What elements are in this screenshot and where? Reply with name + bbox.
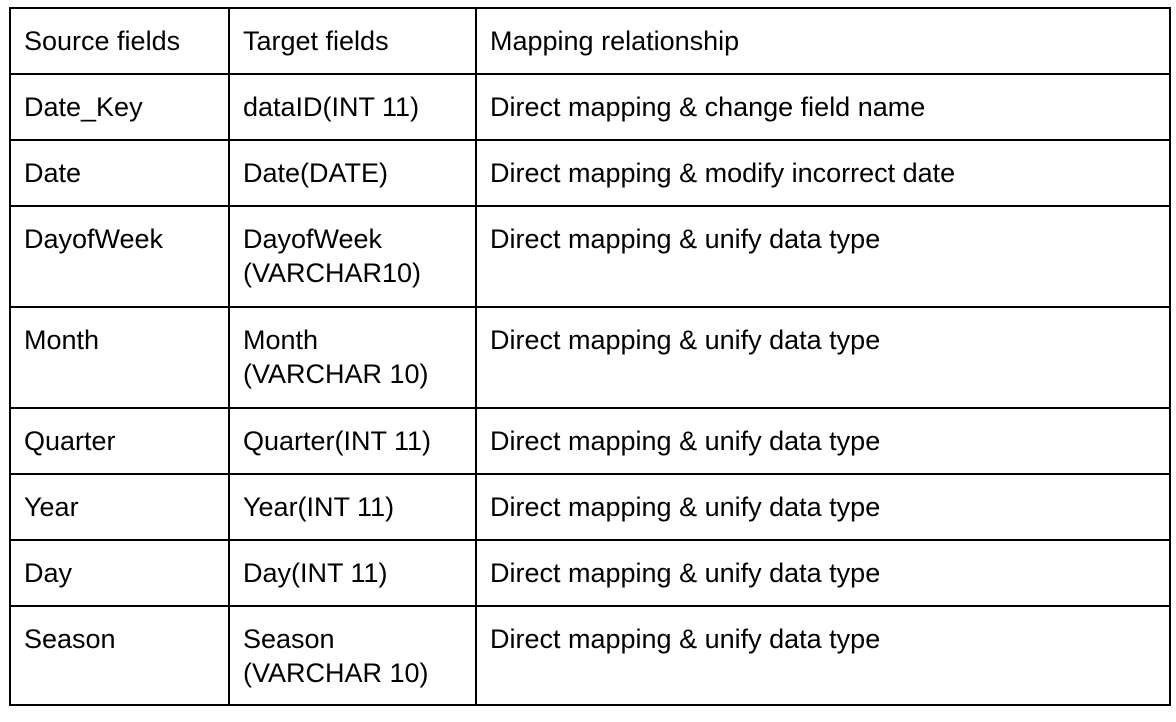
source-field-cell: Year [9,473,230,541]
table-row: Quarter Quarter(INT 11) Direct mapping &… [9,407,1171,475]
mapping-relationship-cell: Direct mapping & change field name [475,73,1171,141]
header-mapping-relationship: Mapping relationship [475,7,1171,75]
source-field-cell: Day [9,539,230,607]
mapping-relationship-cell: Direct mapping & unify data type [475,605,1171,706]
source-field-cell: Month [9,306,230,409]
target-field-cell: Quarter(INT 11) [228,407,477,475]
table-row: DayofWeek DayofWeek (VARCHAR10) Direct m… [9,205,1171,308]
target-field-cell: DayofWeek (VARCHAR10) [228,205,477,308]
source-field-cell: Date_Key [9,73,230,141]
table-row: Day Day(INT 11) Direct mapping & unify d… [9,539,1171,607]
table-row: Year Year(INT 11) Direct mapping & unify… [9,473,1171,541]
target-field-cell: Month (VARCHAR 10) [228,306,477,409]
table-row: Date_Key dataID(INT 11) Direct mapping &… [9,73,1171,141]
source-field-cell: Season [9,605,230,706]
target-field-cell: Year(INT 11) [228,473,477,541]
source-field-cell: Quarter [9,407,230,475]
mapping-relationship-cell: Direct mapping & unify data type [475,539,1171,607]
mapping-relationship-cell: Direct mapping & unify data type [475,473,1171,541]
table-row: Date Date(DATE) Direct mapping & modify … [9,139,1171,207]
mapping-relationship-cell: Direct mapping & modify incorrect date [475,139,1171,207]
target-field-cell: dataID(INT 11) [228,73,477,141]
target-field-cell: Season (VARCHAR 10) [228,605,477,706]
field-mapping-table: Source fields Target fields Mapping rela… [9,7,1171,706]
header-target-fields: Target fields [228,7,477,75]
table-row: Month Month (VARCHAR 10) Direct mapping … [9,306,1171,409]
target-field-cell: Date(DATE) [228,139,477,207]
mapping-relationship-cell: Direct mapping & unify data type [475,407,1171,475]
source-field-cell: DayofWeek [9,205,230,308]
mapping-relationship-cell: Direct mapping & unify data type [475,205,1171,308]
source-field-cell: Date [9,139,230,207]
table-header-row: Source fields Target fields Mapping rela… [9,7,1171,75]
header-source-fields: Source fields [9,7,230,75]
target-field-cell: Day(INT 11) [228,539,477,607]
table-row: Season Season (VARCHAR 10) Direct mappin… [9,605,1171,706]
mapping-relationship-cell: Direct mapping & unify data type [475,306,1171,409]
